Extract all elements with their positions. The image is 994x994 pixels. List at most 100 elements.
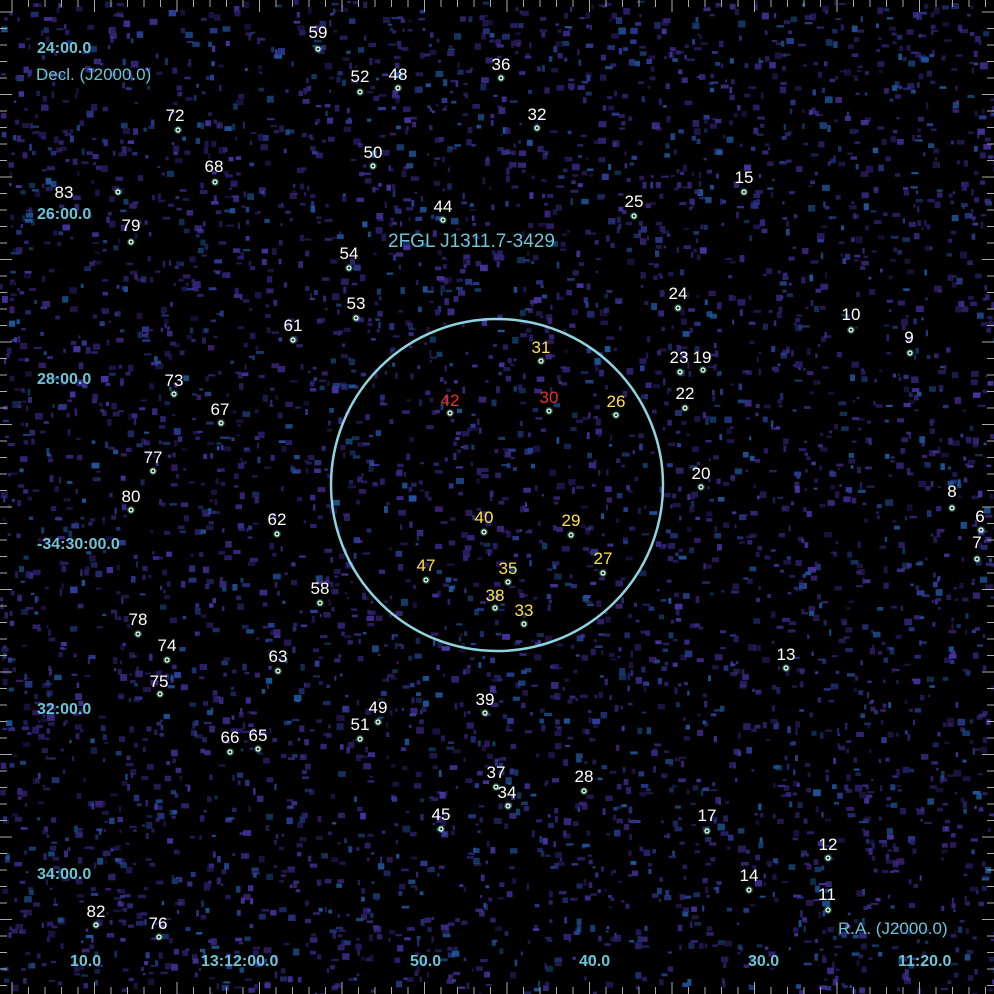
source-label: 80	[122, 487, 141, 506]
source-marker	[290, 337, 296, 343]
source-35: 35	[499, 559, 517, 586]
source-glow	[697, 483, 705, 491]
source-marker	[568, 532, 574, 538]
dec-tick-label: 28:00.0	[37, 371, 91, 388]
source-glow	[703, 827, 711, 835]
source-73: 73	[165, 371, 184, 398]
source-marker	[156, 934, 162, 940]
source-label: 73	[165, 371, 184, 390]
source-62: 62	[268, 510, 286, 538]
source-label: 49	[369, 698, 388, 717]
source-marker	[115, 189, 121, 195]
source-label: 15	[735, 168, 754, 187]
source-marker	[505, 579, 511, 585]
source-13: 13	[777, 645, 795, 672]
source-label: 78	[129, 610, 148, 629]
source-glow	[782, 664, 790, 672]
source-19: 19	[693, 348, 711, 374]
source-label: 22	[676, 384, 695, 403]
ra-axis-title: R.A. (J2000.0)	[838, 919, 948, 938]
source-label: 51	[351, 715, 370, 734]
source-marker	[175, 127, 181, 133]
source-29: 29	[562, 511, 581, 539]
source-marker	[613, 412, 619, 418]
source-marker	[135, 631, 141, 637]
source-6: 6	[975, 507, 985, 534]
source-marker	[227, 749, 233, 755]
source-33: 33	[515, 601, 533, 628]
source-marker	[505, 803, 511, 809]
source-label: 27	[594, 549, 613, 568]
source-glow	[481, 709, 489, 717]
source-glow	[289, 336, 297, 344]
source-label: 29	[562, 511, 581, 530]
source-glow	[274, 667, 282, 675]
source-glow	[681, 404, 689, 412]
source-61: 61	[284, 316, 303, 344]
source-marker	[677, 369, 683, 375]
dec-tick-label: -34:30:00.0	[37, 536, 120, 553]
source-glow	[491, 604, 499, 612]
source-marker	[534, 125, 540, 131]
source-marker	[157, 691, 163, 697]
source-label: 75	[150, 672, 169, 691]
source-marker	[93, 922, 99, 928]
source-label: 44	[434, 197, 453, 216]
source-glow	[254, 745, 262, 753]
source-12: 12	[819, 835, 837, 862]
source-marker	[704, 828, 710, 834]
source-marker	[825, 855, 831, 861]
source-label: 61	[284, 316, 303, 335]
source-label: 66	[221, 728, 240, 747]
source-8: 8	[947, 482, 957, 512]
source-glow	[217, 419, 225, 427]
source-label: 8	[947, 482, 956, 501]
source-14: 14	[740, 866, 759, 894]
source-marker	[150, 468, 156, 474]
source-marker	[493, 784, 499, 790]
source-marker	[482, 710, 488, 716]
source-label: 36	[492, 55, 511, 74]
source-51: 51	[351, 715, 370, 743]
source-80: 80	[122, 487, 141, 514]
source-9: 9	[904, 328, 914, 357]
source-glow	[492, 783, 500, 791]
source-glow	[906, 349, 914, 357]
source-label: 20	[692, 464, 711, 483]
source-50: 50	[364, 143, 382, 170]
source-glow	[973, 555, 981, 563]
dec-tick-label: 24:00.0	[37, 40, 91, 57]
source-label: 48	[389, 65, 408, 84]
source-glow	[163, 656, 171, 664]
source-36: 36	[492, 55, 511, 82]
source-label: 37	[487, 763, 506, 782]
ra-tick-label: 13:12:00.0	[201, 953, 278, 970]
source-32: 32	[528, 105, 546, 132]
source-label: 28	[575, 767, 594, 786]
source-marker	[218, 420, 224, 426]
source-glow	[699, 366, 707, 374]
source-glow	[446, 409, 454, 417]
source-label: 83	[55, 183, 74, 202]
source-glow	[580, 787, 588, 795]
source-glow	[149, 467, 157, 475]
source-marker	[357, 89, 363, 95]
source-marker	[128, 239, 134, 245]
source-marker	[171, 391, 177, 397]
source-72: 72	[166, 106, 184, 134]
source-label: 26	[607, 392, 626, 411]
source-38: 38	[486, 586, 504, 612]
source-label: 82	[87, 902, 106, 921]
source-marker	[481, 529, 487, 535]
source-label: 14	[740, 866, 759, 885]
dec-tick-label: 34:00.0	[37, 866, 91, 883]
source-37: 37	[487, 763, 506, 791]
source-label: 58	[311, 579, 330, 598]
source-marker	[978, 527, 984, 533]
source-marker	[370, 163, 376, 169]
source-49: 49	[369, 698, 388, 726]
source-glow	[630, 212, 638, 220]
dec-tick-label: 32:00.0	[37, 701, 91, 718]
